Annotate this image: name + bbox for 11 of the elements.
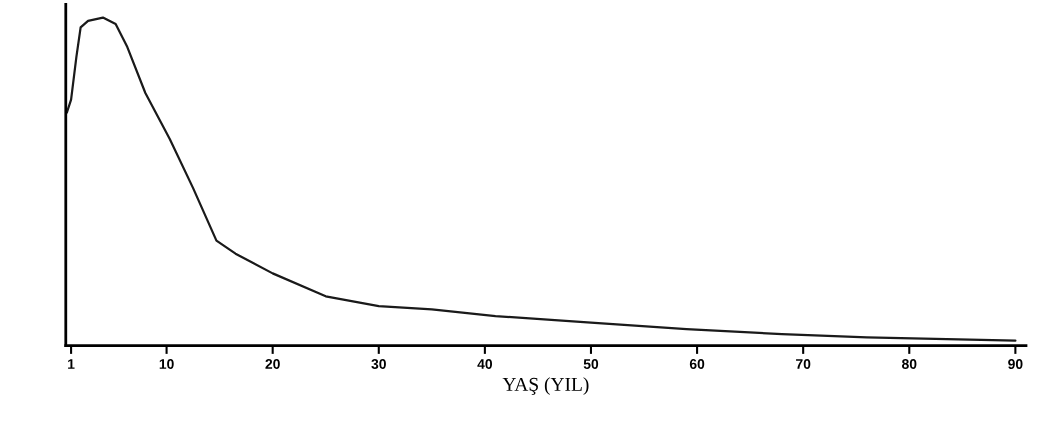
- x-tick-label: 30: [371, 359, 386, 369]
- x-tick-label: 50: [583, 359, 599, 369]
- x-tick-label: 70: [796, 359, 811, 369]
- x-tick-label: 10: [159, 359, 174, 369]
- x-tick-label: 90: [1008, 359, 1023, 369]
- x-axis-title: YAŞ (YIL): [502, 377, 589, 395]
- x-tick-label: 40: [477, 359, 493, 369]
- x-tick-label: 1: [68, 359, 75, 369]
- x-tick-label: 20: [265, 359, 280, 369]
- x-tick-label: 60: [689, 359, 705, 369]
- x-tick-label: 80: [901, 359, 917, 369]
